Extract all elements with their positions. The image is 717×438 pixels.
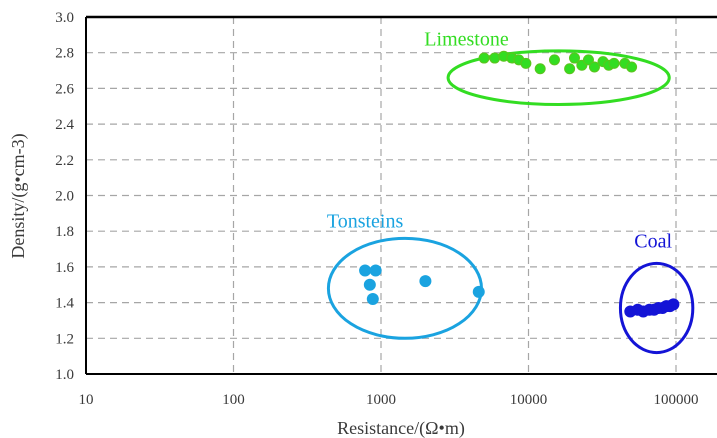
limestone-point bbox=[564, 63, 576, 75]
limestone-point bbox=[534, 63, 546, 75]
coal-point bbox=[667, 298, 680, 311]
y-tick-label: 1.6 bbox=[55, 260, 74, 276]
y-tick-label: 3.0 bbox=[55, 10, 74, 26]
limestone-point bbox=[582, 54, 594, 66]
tonsteins-ellipse bbox=[326, 236, 483, 340]
axes bbox=[85, 15, 717, 375]
x-tick-label: 100 bbox=[222, 392, 245, 408]
x-tick-label: 100000 bbox=[654, 392, 699, 408]
y-tick-label: 1.0 bbox=[55, 367, 74, 383]
limestone-point bbox=[548, 54, 560, 66]
coal-label: Coal bbox=[634, 230, 672, 252]
data-points bbox=[359, 50, 680, 318]
x-axis-title: Resistance/(Ω•m) bbox=[337, 418, 465, 438]
cluster-labels: Limestone Tonsteins Coal bbox=[327, 29, 673, 253]
coal-ellipse bbox=[618, 261, 695, 355]
limestone-point bbox=[520, 57, 532, 69]
limestone-point bbox=[608, 57, 620, 69]
tonsteins-point bbox=[419, 275, 432, 288]
x-tick-label: 10 bbox=[79, 392, 94, 408]
y-tick-label: 1.8 bbox=[55, 224, 74, 240]
limestone-point bbox=[489, 52, 501, 64]
x-tick-label: 10000 bbox=[510, 392, 548, 408]
limestone-ellipse bbox=[446, 49, 671, 106]
tonsteins-label: Tonsteins bbox=[327, 211, 404, 233]
y-axis-title: Density/(g•cm-3) bbox=[8, 133, 29, 258]
y-tick-label: 2.8 bbox=[55, 46, 74, 62]
limestone-point bbox=[478, 52, 490, 64]
tonsteins-point bbox=[366, 293, 379, 306]
limestone-point bbox=[626, 61, 638, 73]
y-tick-label: 2.4 bbox=[55, 117, 74, 133]
tonsteins-point bbox=[369, 264, 382, 277]
y-tick-label: 1.4 bbox=[55, 296, 74, 312]
tonsteins-point bbox=[359, 264, 372, 277]
limestone-point bbox=[568, 52, 580, 64]
limestone-label: Limestone bbox=[424, 29, 509, 51]
y-tick-label: 2.0 bbox=[55, 189, 74, 205]
tick-labels: 1.0 1.2 1.4 1.6 1.8 2.0 2.2 2.4 2.6 2.8 3.0 10 100 10… bbox=[55, 10, 698, 408]
y-tick-label: 2.6 bbox=[55, 81, 74, 97]
y-tick-label: 2.2 bbox=[55, 153, 74, 169]
x-tick-label: 1000 bbox=[366, 392, 396, 408]
tonsteins-point bbox=[472, 285, 485, 298]
y-tick-label: 1.2 bbox=[55, 331, 74, 347]
tonsteins-point bbox=[363, 278, 376, 291]
limestone-point bbox=[588, 61, 600, 73]
